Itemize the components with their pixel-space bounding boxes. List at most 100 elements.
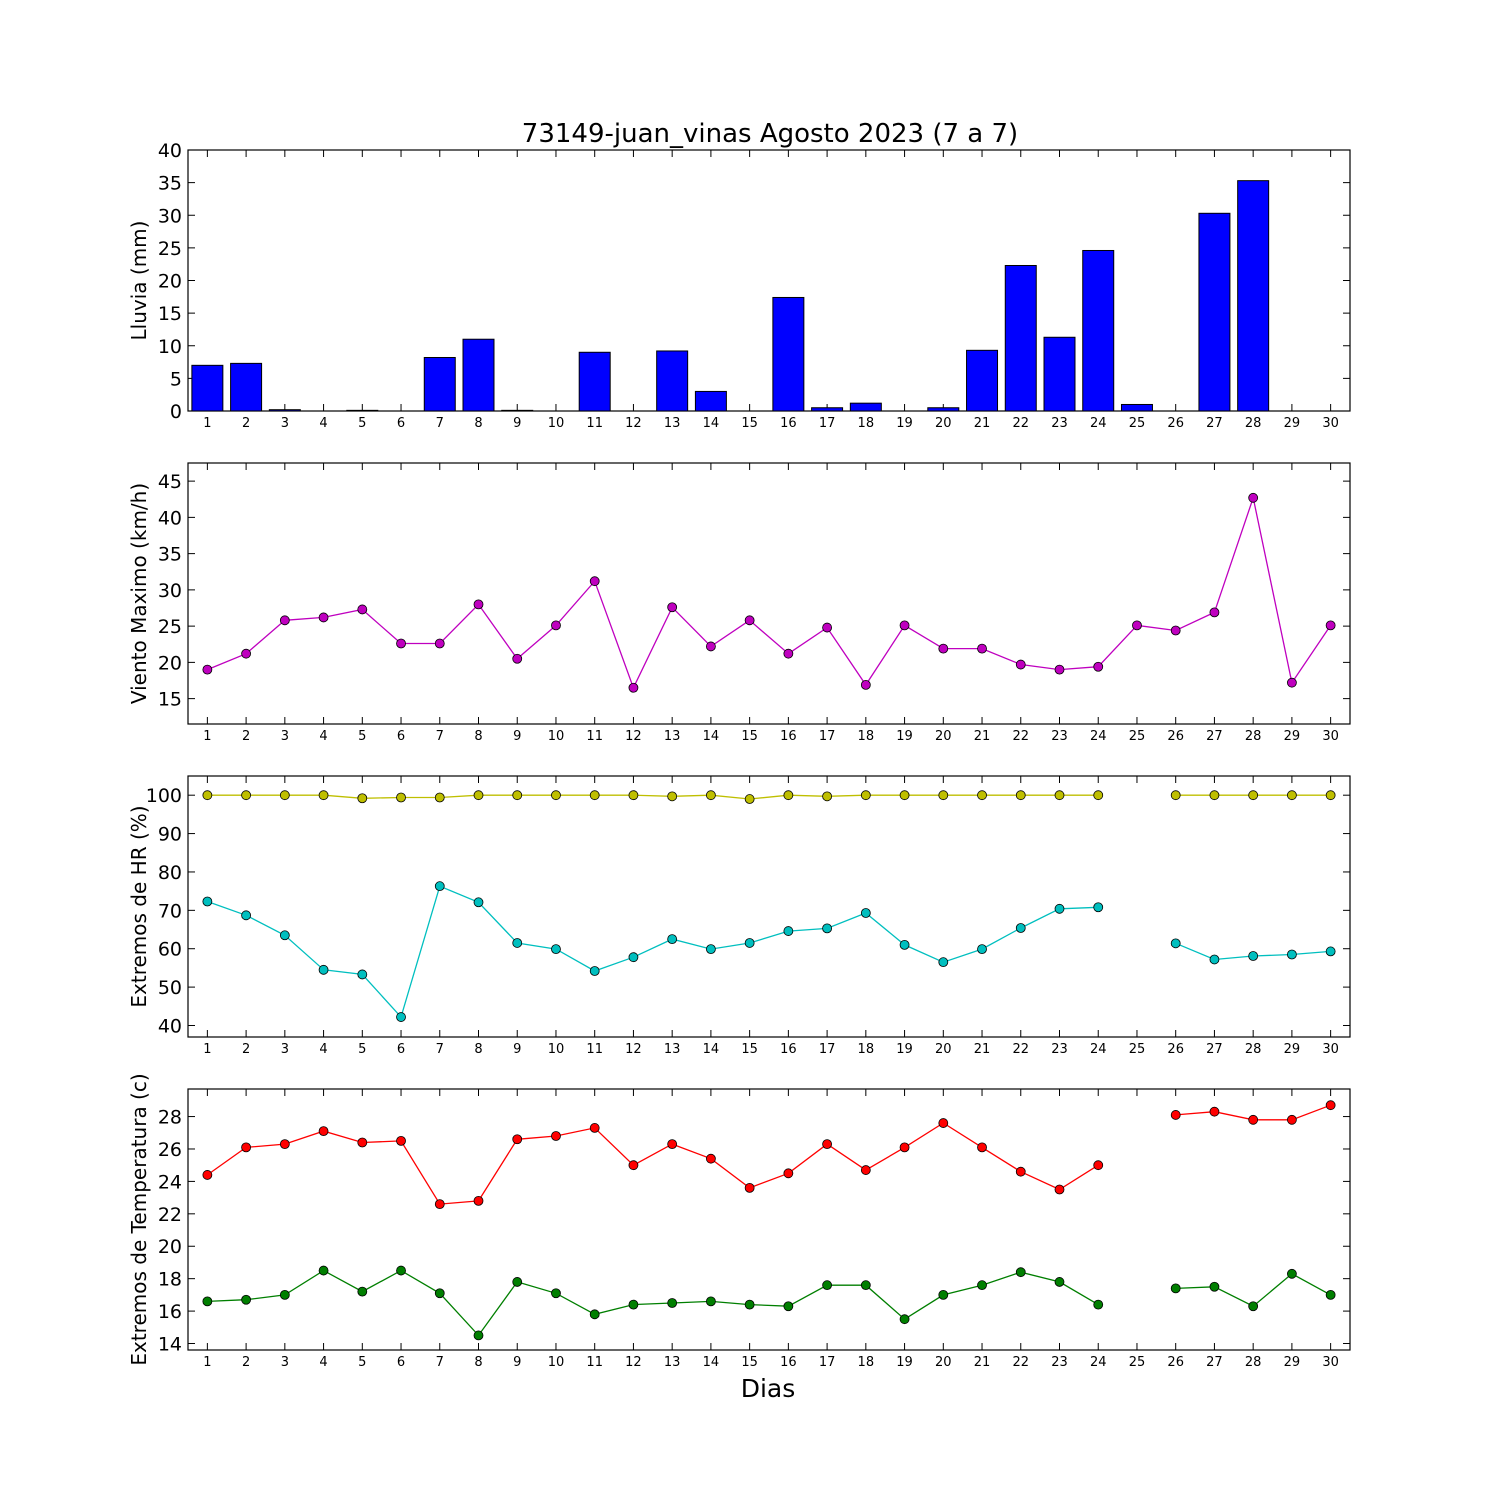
y-tick-label: 15 [158,689,182,711]
x-tick-label: 29 [1284,729,1301,744]
x-tick-label: 28 [1245,729,1262,744]
y-tick-label: 25 [158,238,182,260]
x-tick-label: 28 [1245,1042,1262,1057]
y-tick-label: 40 [158,507,182,529]
x-tick-label: 8 [474,416,482,431]
axes-frame [187,149,1351,412]
x-tick-label: 9 [513,729,521,744]
x-tick-label: 19 [896,729,913,744]
point-s1-day-23 [1054,664,1065,675]
point-s2-day-23 [1054,903,1065,914]
x-tick-label: 16 [780,729,797,744]
x-tick-label: 23 [1051,729,1068,744]
point-s1-day-10 [551,790,561,801]
y-tick-label: 24 [158,1171,182,1193]
point-s1-day-26 [1170,1110,1181,1120]
point-s2-day-26 [1170,1283,1181,1294]
point-s2-day-12 [628,952,639,963]
x-tick-label: 16 [780,1355,797,1370]
bar-day-27 [1198,212,1231,412]
point-s2-day-29 [1287,1268,1297,1279]
x-tick-label: 2 [242,416,250,431]
bar-day-14 [694,390,727,412]
y-axis-label: Lluvia (mm) [127,221,151,341]
point-s2-day-16 [783,1301,794,1312]
point-s1-day-22 [1015,1166,1026,1177]
x-tick-label: 29 [1284,1355,1301,1370]
point-s1-day-15 [744,615,755,626]
x-tick-label: 29 [1284,416,1301,431]
point-s1-day-18 [860,790,871,801]
point-s1-day-19 [899,790,910,801]
y-tick-label: 45 [158,471,182,493]
x-tick-label: 13 [664,729,681,744]
y-tick-label: 100 [146,785,182,807]
x-tick-label: 22 [1012,1042,1029,1057]
point-s2-day-5 [357,969,368,980]
point-s1-day-16 [783,648,794,659]
point-s1-day-28 [1248,1114,1259,1125]
point-s1-day-1 [202,664,213,675]
y-tick-label: 40 [158,140,182,162]
point-s2-day-17 [822,1280,832,1291]
point-s1-day-4 [318,612,329,623]
x-tick-label: 2 [242,1355,250,1370]
point-s2-day-14 [706,944,716,955]
y-tick-label: 90 [158,824,182,846]
bar-day-28 [1237,180,1270,412]
x-tick-label: 1 [203,416,211,431]
x-tick-label: 18 [858,729,875,744]
bar-day-18 [849,402,882,412]
x-tick-label: 2 [242,729,250,744]
x-tick-label: 19 [896,1355,913,1370]
x-tick-label: 15 [741,1355,758,1370]
x-tick-label: 3 [281,1042,289,1057]
point-s1-day-9 [512,790,523,801]
point-s2-day-2 [241,1294,252,1305]
x-tick-label: 5 [358,729,366,744]
bar-day-2 [230,362,263,412]
point-s2-day-16 [783,926,794,936]
y-tick-label: 30 [158,205,182,227]
x-tick-label: 11 [586,416,603,431]
point-s2-day-20 [938,1289,949,1300]
x-tick-label: 28 [1245,416,1262,431]
point-s2-day-1 [202,1296,213,1307]
point-s1-day-20 [938,790,949,801]
point-s2-day-1 [202,896,213,907]
point-s2-day-21 [977,944,987,955]
x-tick-label: 27 [1206,1355,1223,1370]
x-tick-label: 11 [586,1042,603,1057]
x-tick-label: 14 [703,1042,720,1057]
x-tick-label: 12 [625,1355,642,1370]
x-tick-label: 17 [819,729,836,744]
point-s1-day-24 [1093,661,1104,672]
x-tick-label: 27 [1206,729,1223,744]
point-s1-day-17 [822,622,832,633]
point-s1-day-9 [512,1134,523,1145]
x-tick-label: 20 [935,416,952,431]
y-tick-label: 15 [158,303,182,325]
y-tick-label: 20 [158,271,182,293]
point-s1-day-5 [357,1137,368,1148]
point-s1-day-24 [1093,1160,1104,1171]
point-s1-day-12 [628,790,639,801]
x-tick-label: 26 [1167,416,1184,431]
y-tick-label: 50 [158,977,182,999]
point-s2-day-20 [938,957,949,968]
y-tick-label: 22 [158,1204,182,1226]
point-s1-day-14 [706,790,716,801]
point-s2-day-14 [706,1296,716,1307]
y-tick-label: 16 [158,1301,182,1323]
point-s1-day-13 [667,602,678,613]
figure-title: 73149-juan_vinas Agosto 2023 (7 a 7) [522,119,1018,149]
y-axis-label: Extremos de HR (%) [127,805,151,1007]
x-tick-label: 26 [1167,1042,1184,1057]
x-tick-label: 2 [242,1042,250,1057]
point-s2-day-24 [1093,1299,1104,1310]
x-tick-label: 15 [741,416,758,431]
point-s1-day-12 [628,1160,639,1171]
point-s2-day-19 [899,1314,910,1325]
point-s1-day-10 [551,1131,561,1141]
